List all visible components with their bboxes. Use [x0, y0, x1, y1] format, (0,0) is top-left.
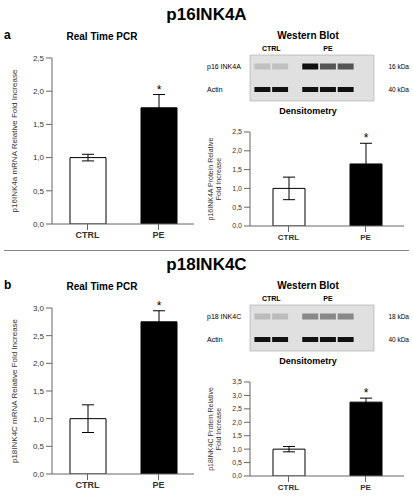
svg-text:18 kDa: 18 kDa: [388, 313, 405, 320]
svg-text:CTRL: CTRL: [262, 45, 281, 52]
svg-text:1,5: 1,5: [232, 166, 242, 173]
svg-text:Actin: Actin: [207, 86, 223, 93]
html-text:p18INK4C mRNA Relative Fold In: p18INK4C mRNA Relative Fold Increase: [9, 319, 19, 463]
svg-text:CTRL: CTRL: [76, 480, 100, 490]
svg-text:CTRL: CTRL: [76, 230, 100, 240]
svg-text:40 kDa: 40 kDa: [388, 336, 405, 343]
svg-text:0,5: 0,5: [33, 442, 45, 451]
html-text:a: a: [4, 28, 11, 42]
svg-text:PE: PE: [152, 480, 164, 490]
html-text:p16INK4a mRNA Relative Fold In: p16INK4a mRNA Relative Fold Increase: [9, 69, 19, 213]
html-text:Densitometry: Densitometry: [279, 356, 337, 366]
svg-text:CTRL: CTRL: [278, 483, 299, 492]
svg-text:p18 INK4C: p18 INK4C: [207, 313, 241, 321]
svg-text:Actin: Actin: [207, 336, 223, 343]
svg-text:*: *: [364, 386, 369, 400]
html-text:p18INK4C Protein Relative Fold: p18INK4C Protein Relative Fold Increase: [207, 387, 222, 471]
svg-text:3,5: 3,5: [232, 378, 242, 385]
svg-text:2,5: 2,5: [33, 332, 45, 341]
svg-text:2,0: 2,0: [232, 419, 242, 426]
svg-text:2,5: 2,5: [232, 128, 242, 135]
svg-text:PE: PE: [323, 295, 333, 302]
svg-text:2,0: 2,0: [232, 147, 242, 154]
svg-text:0,5: 0,5: [33, 187, 45, 196]
svg-text:0,0: 0,0: [232, 472, 242, 479]
svg-text:1,5: 1,5: [33, 120, 45, 129]
svg-text:PE: PE: [360, 483, 371, 492]
svg-text:*: *: [364, 131, 369, 145]
svg-text:3,0: 3,0: [33, 304, 45, 313]
svg-text:PE: PE: [323, 45, 333, 52]
svg-text:2,0: 2,0: [33, 87, 45, 96]
svg-text:1,5: 1,5: [232, 432, 242, 439]
svg-text:0,0: 0,0: [33, 470, 45, 479]
svg-text:0,5: 0,5: [232, 459, 242, 466]
html-text:Western Blot: Western Blot: [277, 29, 339, 41]
svg-text:1,0: 1,0: [232, 446, 242, 453]
svg-text:*: *: [157, 299, 162, 313]
svg-text:1,0: 1,0: [33, 153, 45, 162]
html-text:p16INK4A Protein Relative Fold: p16INK4A Protein Relative Fold Increase: [207, 137, 222, 221]
svg-text:*: *: [157, 83, 162, 97]
svg-text:2,0: 2,0: [33, 359, 45, 368]
svg-text:2,5: 2,5: [33, 54, 45, 63]
html-text:Western Blot: Western Blot: [277, 279, 339, 291]
html-text:p18INK4C: p18INK4C: [166, 255, 247, 274]
svg-text:1,5: 1,5: [33, 387, 45, 396]
html-text:p16INK4A: p16INK4A: [166, 5, 247, 24]
svg-text:CTRL: CTRL: [278, 233, 299, 242]
html-text:Real Time PCR: Real Time PCR: [66, 280, 138, 292]
svg-text:2,5: 2,5: [232, 405, 242, 412]
html-text:Densitometry: Densitometry: [279, 106, 337, 116]
svg-text:0,5: 0,5: [232, 204, 242, 211]
html-text:b: b: [4, 278, 12, 292]
html-text:Real Time PCR: Real Time PCR: [66, 30, 138, 42]
svg-text:1,0: 1,0: [33, 415, 45, 424]
svg-text:PE: PE: [360, 233, 371, 242]
svg-text:p16 INK4A: p16 INK4A: [207, 63, 241, 71]
svg-text:3,0: 3,0: [232, 392, 242, 399]
svg-text:PE: PE: [152, 230, 164, 240]
svg-text:0,0: 0,0: [232, 222, 242, 229]
svg-text:40 kDa: 40 kDa: [388, 86, 405, 93]
svg-text:1,0: 1,0: [232, 185, 242, 192]
svg-text:CTRL: CTRL: [262, 295, 281, 302]
svg-text:0,0: 0,0: [33, 220, 45, 229]
svg-text:16 kDa: 16 kDa: [388, 63, 405, 70]
